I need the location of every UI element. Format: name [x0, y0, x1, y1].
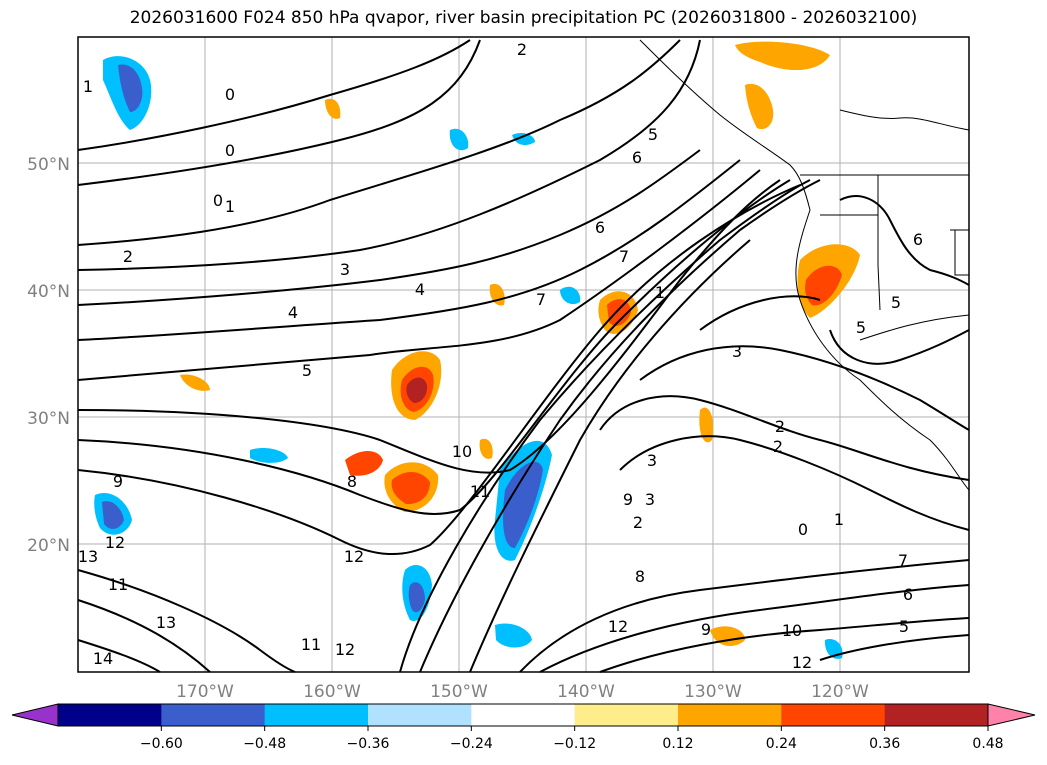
colorbar-segment — [678, 704, 782, 726]
colorbar: −0.60 −0.48 −0.36 −0.24 −0.12 0.12 0.24 0.36 0.4… — [11, 703, 1036, 752]
gridlines — [78, 37, 969, 672]
contour-label: 6 — [595, 218, 605, 237]
contour-label: 1 — [834, 510, 844, 529]
contour-label: 13 — [78, 547, 98, 566]
colorbar-segment — [264, 704, 369, 726]
contour-label: 4 — [288, 303, 298, 322]
colorbar-tick-label: −0.12 — [553, 736, 596, 752]
contour-label: 12 — [608, 617, 628, 636]
contour-label: 6 — [903, 585, 913, 604]
lon-label: 150°W — [430, 682, 488, 702]
colorbar-tick-label: 0.24 — [766, 736, 797, 752]
contour-label: 2 — [517, 40, 527, 59]
contour-label: 2 — [123, 247, 133, 266]
contour-label: 9 — [623, 490, 633, 509]
colorbar-tick-label: −0.24 — [450, 736, 493, 752]
contour-label: 1 — [655, 283, 665, 302]
colorbar-segment — [161, 704, 266, 726]
contour-label: 7 — [619, 247, 629, 266]
contour-label: 5 — [891, 293, 901, 312]
contour-label: 10 — [782, 621, 802, 640]
lon-label: 160°W — [303, 682, 361, 702]
colorbar-tick-label: −0.48 — [243, 736, 286, 752]
contour-label: 7 — [898, 551, 908, 570]
contour-label: 11 — [301, 635, 321, 654]
colorbar-frame — [57, 703, 989, 727]
contour-label: 11 — [470, 482, 490, 501]
contour-label: 14 — [93, 649, 113, 668]
lat-label: 50°N — [27, 155, 70, 175]
contour-label: 3 — [645, 490, 655, 509]
lat-label: 40°N — [27, 282, 70, 302]
contour-label: 0 — [225, 85, 235, 104]
contour-label: 7 — [536, 290, 546, 309]
lon-label: 120°W — [811, 682, 869, 702]
contour-label: 12 — [335, 640, 355, 659]
contour-label: 9 — [113, 472, 123, 491]
lat-label: 30°N — [27, 409, 70, 429]
colorbar-tick-label: −0.60 — [140, 736, 183, 752]
colorbar-extend-high — [987, 703, 1036, 727]
map-frame — [77, 36, 970, 673]
contour-label: 5 — [899, 617, 909, 636]
contour-label: 2 — [775, 417, 785, 436]
contour-label: 0 — [225, 141, 235, 160]
lon-label: 140°W — [557, 682, 615, 702]
contour-label: 1 — [83, 77, 93, 96]
colorbar-tick-label: 0.12 — [662, 736, 693, 752]
contour-label: 4 — [415, 280, 425, 299]
colorbar-tick-label: −0.36 — [347, 736, 390, 752]
colorbar-tick-label: 0.48 — [972, 736, 1003, 752]
colorbar-extend-low — [11, 703, 59, 727]
contour-label: 13 — [156, 613, 176, 632]
contour-label: 0 — [213, 191, 223, 210]
contour-label: 5 — [856, 318, 866, 337]
contour-label: 6 — [632, 148, 642, 167]
figure-title: 2026031600 F024 850 hPa qvapor, river ba… — [129, 8, 918, 28]
contour-label: 10 — [452, 442, 472, 461]
contour-label: 5 — [302, 361, 312, 380]
contour-label: 12 — [105, 533, 125, 552]
contour-label: 1 — [225, 197, 235, 216]
contour-label: 3 — [732, 342, 742, 361]
contour-label: 2 — [773, 437, 783, 456]
lat-label: 20°N — [27, 536, 70, 556]
colorbar-segment — [884, 704, 989, 726]
coastlines — [639, 39, 970, 491]
map-plot-area — [78, 37, 969, 672]
colorbar-tick-label: 0.36 — [869, 736, 900, 752]
colorbar-segment — [471, 704, 576, 726]
contour-label: 2 — [633, 513, 643, 532]
precip-shading — [94, 41, 860, 659]
contour-label: 0 — [798, 520, 808, 539]
contour-label: 6 — [913, 230, 923, 249]
lon-label: 130°W — [684, 682, 742, 702]
contour-label: 3 — [340, 260, 350, 279]
contour-label: 12 — [344, 547, 364, 566]
contour-label: 12 — [792, 653, 812, 672]
contour-label: 11 — [108, 575, 128, 594]
lon-label: 170°W — [176, 682, 234, 702]
colorbar-segment — [574, 704, 679, 726]
contour-label: 9 — [701, 620, 711, 639]
contour-label: 3 — [647, 451, 657, 470]
contour-label: 8 — [347, 472, 357, 491]
contour-labels: 1 000 122344566775133223810111291312111314… — [78, 40, 923, 672]
colorbar-segment — [781, 704, 886, 726]
qvapor-contours — [77, 39, 970, 673]
contour-label: 8 — [635, 567, 645, 586]
colorbar-segment — [58, 704, 162, 726]
colorbar-segment — [368, 704, 472, 726]
contour-label: 5 — [648, 125, 658, 144]
